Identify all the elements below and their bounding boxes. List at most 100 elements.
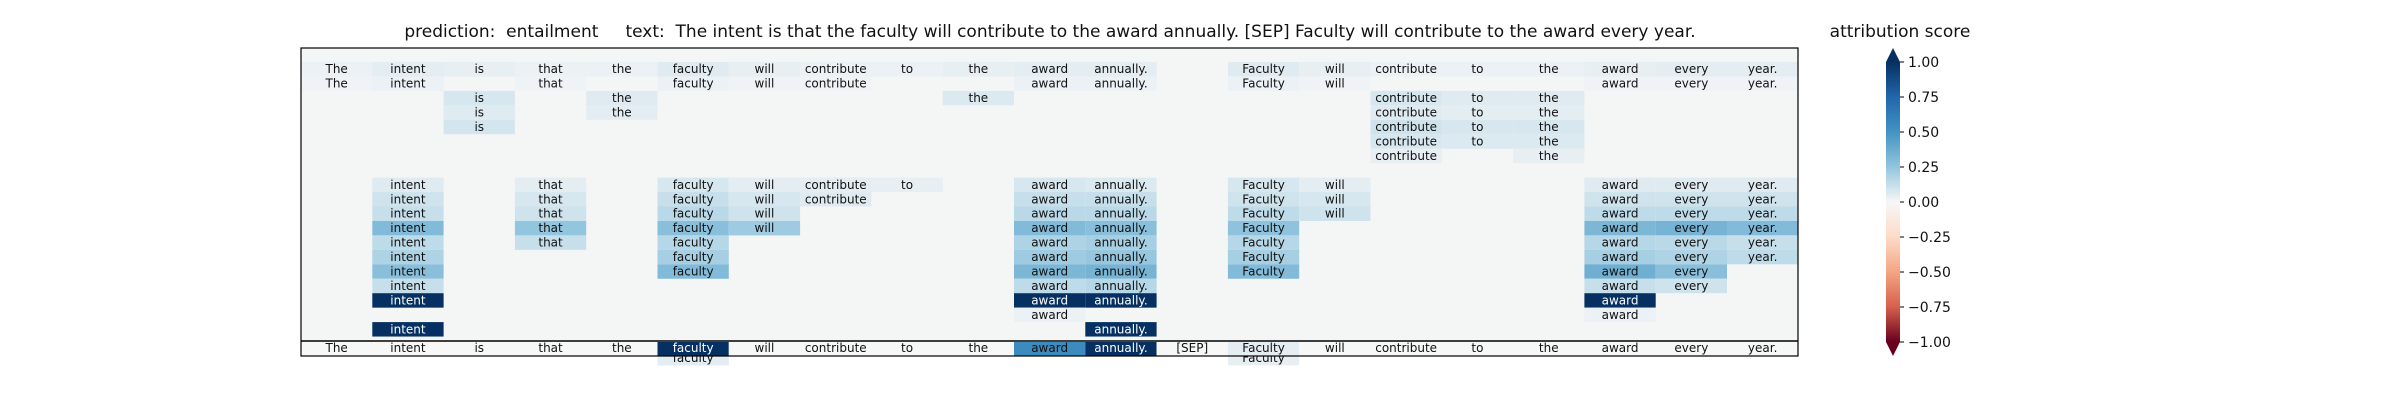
cell-rect bbox=[1014, 235, 1086, 250]
cell-token: that bbox=[538, 221, 563, 235]
cell-rect bbox=[1370, 148, 1442, 164]
heatmap-cell: contribute bbox=[1370, 119, 1442, 135]
attribution-token: that bbox=[538, 341, 563, 355]
cell-rect bbox=[1085, 293, 1157, 308]
heatmap-cell: faculty bbox=[657, 264, 729, 279]
cell-token: award bbox=[1602, 279, 1639, 293]
attribution-rect bbox=[586, 342, 658, 356]
cell-rect bbox=[1584, 264, 1656, 279]
attribution-rect bbox=[871, 342, 943, 356]
attribution-cell: is bbox=[443, 341, 515, 356]
cell-rect bbox=[657, 76, 729, 91]
heatmap-cell: award bbox=[1014, 235, 1086, 250]
cell-token: every bbox=[1674, 221, 1708, 235]
cell-token: will bbox=[1325, 192, 1345, 206]
heatmap-cell: award bbox=[1014, 249, 1086, 265]
cell-rect bbox=[1370, 119, 1442, 135]
attribution-cell: to bbox=[871, 341, 943, 356]
attribution-token: intent bbox=[390, 341, 426, 355]
cell-token: will bbox=[1325, 77, 1345, 91]
heatmap-cell: every bbox=[1655, 62, 1727, 77]
cell-rect bbox=[1655, 249, 1727, 265]
cell-token: annually. bbox=[1094, 322, 1147, 336]
heatmap-cell: award bbox=[1584, 177, 1656, 193]
cell-token: every bbox=[1674, 236, 1708, 250]
cell-rect bbox=[1085, 206, 1157, 221]
cell-token: to bbox=[1471, 106, 1483, 120]
cell-rect bbox=[1085, 76, 1157, 91]
heatmap-cell: Faculty bbox=[1227, 249, 1300, 265]
cell-token: is bbox=[474, 120, 484, 134]
cell-token: faculty bbox=[673, 221, 714, 235]
heatmap-cell: award bbox=[1584, 220, 1656, 236]
heatmap-cell: will bbox=[1299, 192, 1371, 207]
cell-token: is bbox=[474, 62, 484, 76]
heatmap-cell: year. bbox=[1727, 249, 1799, 265]
cell-rect bbox=[1727, 177, 1799, 193]
heatmap-cell: every bbox=[1655, 264, 1727, 279]
attribution-cell: the bbox=[942, 341, 1014, 356]
cell-rect bbox=[1727, 249, 1799, 265]
cell-rect bbox=[1727, 76, 1799, 91]
heatmap-cell: annually. bbox=[1085, 177, 1157, 193]
attribution-cell: award bbox=[1584, 341, 1656, 356]
heatmap-cell: every bbox=[1655, 220, 1727, 236]
cell-rect bbox=[657, 220, 729, 236]
cell-token: Faculty bbox=[1242, 192, 1285, 206]
cell-token: intent bbox=[390, 265, 426, 279]
cell-rect bbox=[1513, 90, 1585, 106]
cell-rect bbox=[657, 62, 729, 77]
cell-rect bbox=[1513, 148, 1585, 164]
attribution-token: to bbox=[901, 341, 913, 355]
heatmap-cell: faculty bbox=[657, 220, 729, 236]
cell-rect bbox=[1727, 220, 1799, 236]
cell-rect bbox=[514, 177, 587, 193]
cell-token: award bbox=[1031, 236, 1068, 250]
cell-token: the bbox=[968, 91, 988, 105]
cell-token: award bbox=[1602, 62, 1639, 76]
heatmap-cell: contribute bbox=[1370, 105, 1442, 120]
heatmap-cell: contribute bbox=[800, 76, 872, 91]
cell-rect bbox=[1014, 278, 1086, 294]
heatmap-cell: year. bbox=[1727, 192, 1799, 207]
chart-title: prediction: entailment text: The intent … bbox=[300, 22, 1800, 42]
heatmap-cell: award bbox=[1014, 76, 1086, 91]
cell-rect bbox=[1299, 206, 1371, 221]
cell-token: faculty bbox=[673, 265, 714, 279]
heatmap-cell: contribute bbox=[800, 62, 872, 77]
attribution-rect bbox=[1584, 342, 1656, 356]
heatmap-cell: to bbox=[1441, 134, 1514, 149]
cell-rect bbox=[1655, 235, 1727, 250]
attribution-rect bbox=[1299, 342, 1371, 356]
cell-token: intent bbox=[390, 221, 426, 235]
cell-token: that bbox=[538, 77, 563, 91]
cell-rect bbox=[1370, 105, 1442, 120]
cell-rect bbox=[514, 220, 587, 236]
cell-rect bbox=[942, 62, 1014, 77]
cell-rect bbox=[1227, 220, 1300, 236]
heatmap-cell: Faculty bbox=[1227, 220, 1300, 236]
cell-rect bbox=[871, 62, 943, 77]
cell-rect bbox=[1227, 177, 1300, 193]
colorbar: 1.00 0.75 0.50 0.25 0.00 −0.25 −0.50 −0.75 −1.00 bbox=[1886, 48, 1951, 356]
attribution-rect bbox=[1085, 342, 1157, 356]
cell-token: to bbox=[901, 62, 913, 76]
cell-rect bbox=[1655, 206, 1727, 221]
attribution-cell: contribute bbox=[800, 341, 872, 356]
cell-rect bbox=[372, 76, 444, 91]
cell-rect bbox=[1014, 76, 1086, 91]
heatmap-cell: Faculty bbox=[1227, 264, 1300, 279]
heatmap-cell: that bbox=[514, 192, 587, 207]
cell-token: will bbox=[755, 178, 775, 192]
colorbar-top-arrow bbox=[1886, 48, 1900, 62]
cell-rect bbox=[657, 264, 729, 279]
cell-rect bbox=[372, 264, 444, 279]
attribution-token: the bbox=[1539, 341, 1559, 355]
heatmap-cell: annually. bbox=[1085, 322, 1157, 337]
cell-rect bbox=[443, 90, 515, 106]
cell-rect bbox=[1584, 192, 1656, 207]
heatmap-cell: will bbox=[728, 192, 801, 207]
cell-rect bbox=[514, 235, 587, 250]
cell-token: contribute bbox=[1375, 120, 1437, 134]
cell-token: every bbox=[1674, 62, 1708, 76]
